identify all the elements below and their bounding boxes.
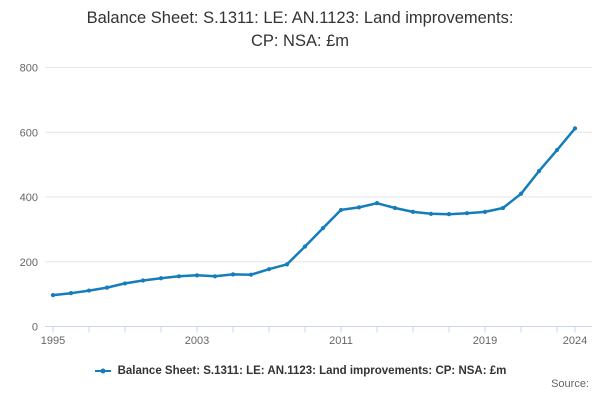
- svg-text:400: 400: [20, 192, 38, 204]
- chart-title-line2: CP: NSA: £m: [250, 32, 350, 50]
- x-axis-labels: 1995 2003 2011 2019 2024: [41, 335, 587, 347]
- svg-text:1995: 1995: [41, 335, 65, 347]
- legend-item[interactable]: Balance Sheet: S.1311: LE: AN.1123: Land…: [0, 362, 600, 380]
- svg-text:600: 600: [20, 127, 38, 139]
- svg-text:0: 0: [32, 322, 38, 334]
- y-axis-labels: 0 200 400 600 800: [20, 63, 38, 334]
- legend-item-label: Balance Sheet: S.1311: LE: AN.1123: Land…: [117, 365, 507, 377]
- y-gridlines: [45, 67, 592, 263]
- svg-text:2019: 2019: [473, 335, 497, 347]
- svg-text:2011: 2011: [329, 335, 353, 347]
- source-label: Source:: [551, 378, 589, 390]
- svg-text:800: 800: [20, 63, 38, 75]
- chart-title: Balance Sheet: S.1311: LE: AN.1123: Land…: [0, 7, 600, 53]
- svg-text:200: 200: [20, 257, 38, 269]
- svg-text:2024: 2024: [563, 335, 587, 347]
- svg-text:2003: 2003: [185, 335, 209, 347]
- series-line[interactable]: [51, 127, 577, 297]
- x-axis: [45, 326, 592, 333]
- legend-line-marker-icon: [94, 368, 111, 374]
- chart-title-line1: Balance Sheet: S.1311: LE: AN.1123: Land…: [86, 9, 514, 27]
- series-markers[interactable]: [50, 126, 578, 298]
